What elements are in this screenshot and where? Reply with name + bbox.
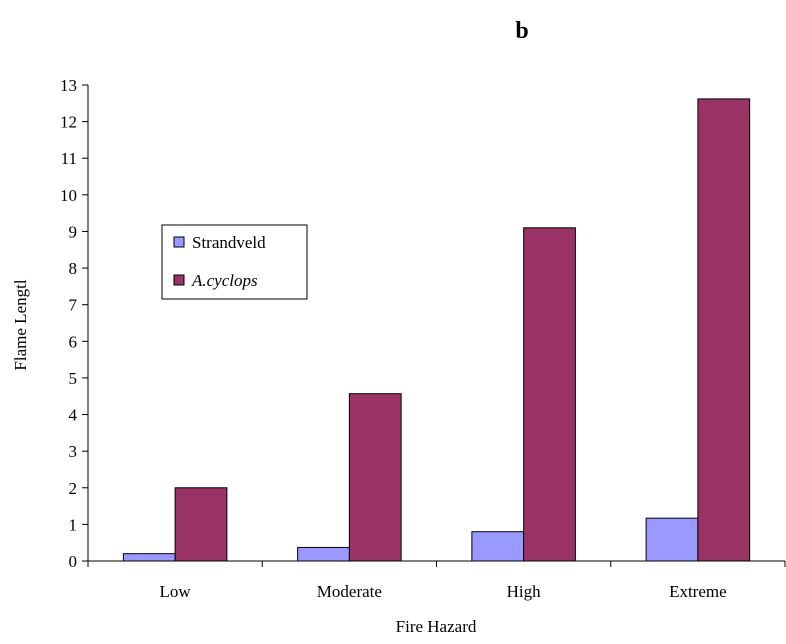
bars: [122, 98, 751, 562]
y-tick-label: 13: [60, 76, 77, 95]
y-tick-label: 2: [69, 479, 78, 498]
x-tick-label: High: [507, 582, 542, 601]
legend-label-acyclops: A.cyclops: [191, 271, 258, 290]
y-tick-label: 4: [69, 406, 78, 425]
y-tick-label: 6: [69, 332, 78, 351]
y-tick-label: 12: [60, 113, 77, 132]
bar-strandveld-high: [471, 531, 525, 562]
legend: Strandveld A.cyclops: [161, 224, 308, 300]
y-tick-label: 11: [61, 149, 77, 168]
x-tick-label: Extreme: [669, 582, 727, 601]
y-tick-label: 10: [60, 186, 77, 205]
bar-strandveld-extreme: [645, 517, 699, 562]
x-axis: Low Moderate High Extreme: [87, 560, 786, 601]
y-tick-label: 0: [69, 552, 78, 571]
bar-acyclops-high: [523, 227, 576, 562]
legend-swatch-strandveld: [173, 236, 185, 248]
y-axis-label: Flame Lengtl: [11, 279, 30, 370]
bar-acyclops-moderate: [348, 393, 402, 562]
legend-box: [161, 224, 308, 300]
bar-acyclops-extreme: [697, 98, 751, 562]
y-tick-label: 7: [69, 296, 78, 315]
x-tick-label: Low: [160, 582, 192, 601]
bar-acyclops-low: [174, 487, 228, 562]
y-tick-label: 3: [69, 442, 78, 461]
bar-strandveld-moderate: [297, 546, 350, 562]
y-tick-label: 8: [69, 259, 78, 278]
bar-strandveld-low: [122, 553, 176, 562]
y-tick-label: 5: [69, 369, 78, 388]
legend-label-strandveld: Strandveld: [192, 233, 266, 252]
y-tick-label: 9: [69, 222, 78, 241]
chart-title: b: [515, 18, 528, 44]
x-tick-label: Moderate: [317, 582, 382, 601]
legend-swatch-acyclops: [173, 274, 185, 286]
y-tick-label: 1: [69, 515, 78, 534]
x-axis-label: Fire Hazard: [396, 617, 477, 636]
